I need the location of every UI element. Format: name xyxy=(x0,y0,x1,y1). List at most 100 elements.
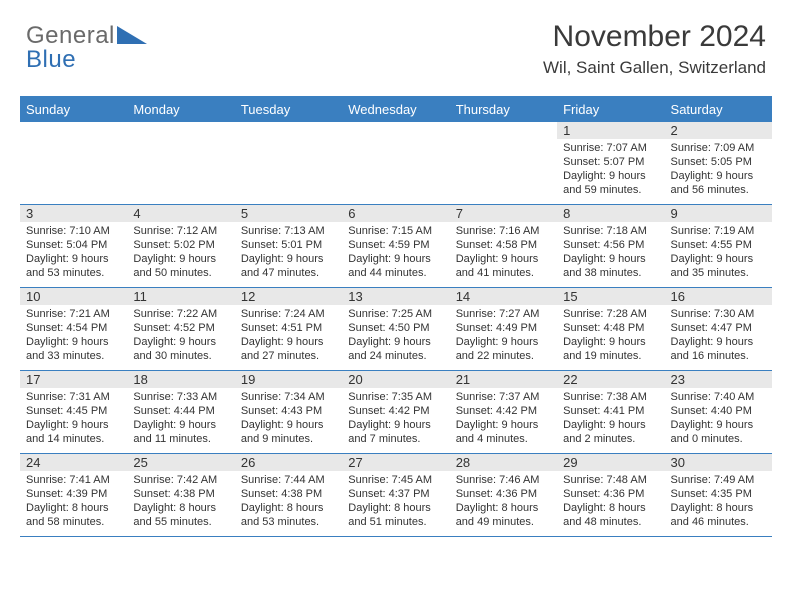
day-number: 7 xyxy=(450,205,557,222)
sunset-text: Sunset: 4:42 PM xyxy=(456,404,551,418)
sunset-text: Sunset: 4:35 PM xyxy=(671,487,766,501)
day-number: 29 xyxy=(557,454,664,471)
day-number: 17 xyxy=(20,371,127,388)
day-number: 24 xyxy=(20,454,127,471)
day-details: Sunrise: 7:09 AMSunset: 5:05 PMDaylight:… xyxy=(671,141,766,197)
sunrise-text: Sunrise: 7:21 AM xyxy=(26,307,121,321)
sunset-text: Sunset: 4:38 PM xyxy=(133,487,228,501)
calendar-cell: 26Sunrise: 7:44 AMSunset: 4:38 PMDayligh… xyxy=(235,454,342,536)
day-number: 8 xyxy=(557,205,664,222)
daylight-text: Daylight: 8 hours and 55 minutes. xyxy=(133,501,228,529)
daylight-text: Daylight: 9 hours and 16 minutes. xyxy=(671,335,766,363)
sunrise-text: Sunrise: 7:19 AM xyxy=(671,224,766,238)
day-details: Sunrise: 7:46 AMSunset: 4:36 PMDaylight:… xyxy=(456,473,551,529)
sunset-text: Sunset: 4:56 PM xyxy=(563,238,658,252)
day-details: Sunrise: 7:13 AMSunset: 5:01 PMDaylight:… xyxy=(241,224,336,280)
day-number: 13 xyxy=(342,288,449,305)
day-number: 16 xyxy=(665,288,772,305)
calendar-cell: 28Sunrise: 7:46 AMSunset: 4:36 PMDayligh… xyxy=(450,454,557,536)
daylight-text: Daylight: 9 hours and 2 minutes. xyxy=(563,418,658,446)
daylight-text: Daylight: 9 hours and 33 minutes. xyxy=(26,335,121,363)
day-details: Sunrise: 7:38 AMSunset: 4:41 PMDaylight:… xyxy=(563,390,658,446)
daylight-text: Daylight: 9 hours and 14 minutes. xyxy=(26,418,121,446)
daylight-text: Daylight: 9 hours and 30 minutes. xyxy=(133,335,228,363)
sunset-text: Sunset: 4:45 PM xyxy=(26,404,121,418)
sunset-text: Sunset: 5:01 PM xyxy=(241,238,336,252)
sunset-text: Sunset: 5:05 PM xyxy=(671,155,766,169)
day-details: Sunrise: 7:27 AMSunset: 4:49 PMDaylight:… xyxy=(456,307,551,363)
daylight-text: Daylight: 8 hours and 46 minutes. xyxy=(671,501,766,529)
sunrise-text: Sunrise: 7:49 AM xyxy=(671,473,766,487)
sunrise-text: Sunrise: 7:42 AM xyxy=(133,473,228,487)
calendar-cell: 1Sunrise: 7:07 AMSunset: 5:07 PMDaylight… xyxy=(557,122,664,204)
day-number: 12 xyxy=(235,288,342,305)
sunrise-text: Sunrise: 7:09 AM xyxy=(671,141,766,155)
day-number: 20 xyxy=(342,371,449,388)
dayname: Thursday xyxy=(450,98,557,122)
day-details: Sunrise: 7:24 AMSunset: 4:51 PMDaylight:… xyxy=(241,307,336,363)
day-number: 15 xyxy=(557,288,664,305)
calendar-cell: 6Sunrise: 7:15 AMSunset: 4:59 PMDaylight… xyxy=(342,205,449,287)
day-number: 2 xyxy=(665,122,772,139)
sunrise-text: Sunrise: 7:28 AM xyxy=(563,307,658,321)
calendar-cell: 10Sunrise: 7:21 AMSunset: 4:54 PMDayligh… xyxy=(20,288,127,370)
day-number: 3 xyxy=(20,205,127,222)
day-number: 26 xyxy=(235,454,342,471)
daylight-text: Daylight: 9 hours and 50 minutes. xyxy=(133,252,228,280)
week-row: 1Sunrise: 7:07 AMSunset: 5:07 PMDaylight… xyxy=(20,122,772,205)
day-number: 25 xyxy=(127,454,234,471)
day-details: Sunrise: 7:22 AMSunset: 4:52 PMDaylight:… xyxy=(133,307,228,363)
sunset-text: Sunset: 4:49 PM xyxy=(456,321,551,335)
daylight-text: Daylight: 8 hours and 48 minutes. xyxy=(563,501,658,529)
day-details: Sunrise: 7:07 AMSunset: 5:07 PMDaylight:… xyxy=(563,141,658,197)
calendar-cell-empty xyxy=(127,122,234,204)
logo-text-general: General xyxy=(26,22,115,49)
calendar: SundayMondayTuesdayWednesdayThursdayFrid… xyxy=(20,96,772,537)
daylight-text: Daylight: 9 hours and 9 minutes. xyxy=(241,418,336,446)
day-number: 14 xyxy=(450,288,557,305)
sunrise-text: Sunrise: 7:15 AM xyxy=(348,224,443,238)
calendar-cell: 8 Sunrise: 7:18 AMSunset: 4:56 PMDaylight… xyxy=(557,205,664,287)
day-details: Sunrise: 7:35 AMSunset: 4:42 PMDaylight:… xyxy=(348,390,443,446)
day-details: Sunrise: 7:15 AMSunset: 4:59 PMDaylight:… xyxy=(348,224,443,280)
sunset-text: Sunset: 4:51 PM xyxy=(241,321,336,335)
header: General Blue November 2024 Wil, Saint Ga… xyxy=(20,18,772,96)
day-details: Sunrise: 7:48 AMSunset: 4:36 PMDaylight:… xyxy=(563,473,658,529)
calendar-cell: 24Sunrise: 7:41 AMSunset: 4:39 PMDayligh… xyxy=(20,454,127,536)
daylight-text: Daylight: 9 hours and 44 minutes. xyxy=(348,252,443,280)
day-details: Sunrise: 7:18 AMSunset: 4:56 PMDaylight:… xyxy=(563,224,658,280)
day-details: Sunrise: 7:25 AMSunset: 4:50 PMDaylight:… xyxy=(348,307,443,363)
sunrise-text: Sunrise: 7:48 AM xyxy=(563,473,658,487)
daylight-text: Daylight: 9 hours and 41 minutes. xyxy=(456,252,551,280)
calendar-cell: 21Sunrise: 7:37 AMSunset: 4:42 PMDayligh… xyxy=(450,371,557,453)
calendar-cell: 12 Sunrise: 7:24 AMSunset: 4:51 PMDayligh… xyxy=(235,288,342,370)
sunrise-text: Sunrise: 7:45 AM xyxy=(348,473,443,487)
dayname-row: SundayMondayTuesdayWednesdayThursdayFrid… xyxy=(20,98,772,122)
sunset-text: Sunset: 5:04 PM xyxy=(26,238,121,252)
calendar-cell: 16Sunrise: 7:30 AMSunset: 4:47 PMDayligh… xyxy=(665,288,772,370)
sunrise-text: Sunrise: 7:40 AM xyxy=(671,390,766,404)
daylight-text: Daylight: 9 hours and 7 minutes. xyxy=(348,418,443,446)
day-details: Sunrise: 7:28 AMSunset: 4:48 PMDaylight:… xyxy=(563,307,658,363)
week-row: 17Sunrise: 7:31 AMSunset: 4:45 PMDayligh… xyxy=(20,371,772,454)
calendar-cell: 4Sunrise: 7:12 AMSunset: 5:02 PMDaylight… xyxy=(127,205,234,287)
day-details: Sunrise: 7:34 AMSunset: 4:43 PMDaylight:… xyxy=(241,390,336,446)
calendar-cell-empty xyxy=(342,122,449,204)
calendar-cell: 17Sunrise: 7:31 AMSunset: 4:45 PMDayligh… xyxy=(20,371,127,453)
sunrise-text: Sunrise: 7:16 AM xyxy=(456,224,551,238)
daylight-text: Daylight: 8 hours and 51 minutes. xyxy=(348,501,443,529)
calendar-cell-empty xyxy=(20,122,127,204)
month-title: November 2024 xyxy=(543,20,766,54)
sunset-text: Sunset: 4:52 PM xyxy=(133,321,228,335)
day-number: 11 xyxy=(127,288,234,305)
sunset-text: Sunset: 4:42 PM xyxy=(348,404,443,418)
day-number: 30 xyxy=(665,454,772,471)
sunrise-text: Sunrise: 7:24 AM xyxy=(241,307,336,321)
sunset-text: Sunset: 4:55 PM xyxy=(671,238,766,252)
day-details: Sunrise: 7:19 AMSunset: 4:55 PMDaylight:… xyxy=(671,224,766,280)
title-block: November 2024 Wil, Saint Gallen, Switzer… xyxy=(543,20,766,78)
day-number: 5 xyxy=(235,205,342,222)
sunset-text: Sunset: 5:02 PM xyxy=(133,238,228,252)
calendar-cell: 30 Sunrise: 7:49 AMSunset: 4:35 PMDayligh… xyxy=(665,454,772,536)
calendar-cell: 9Sunrise: 7:19 AMSunset: 4:55 PMDaylight… xyxy=(665,205,772,287)
